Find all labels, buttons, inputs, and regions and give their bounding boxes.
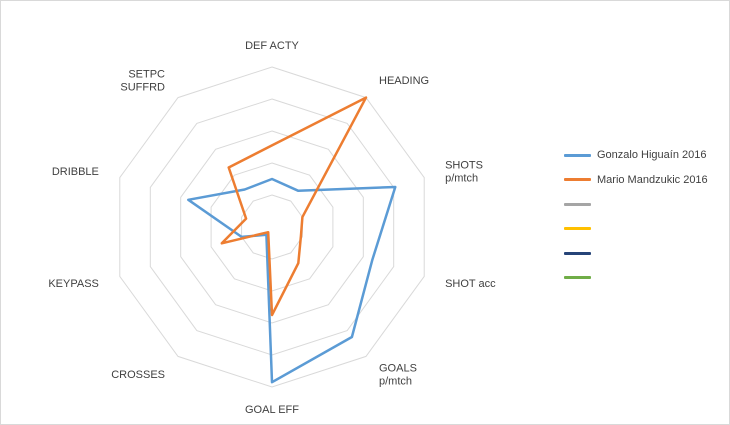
legend-item [564,217,708,242]
axis-label: DRIBBLE [52,166,99,178]
legend: Gonzalo Higuaín 2016 Mario Mandzukic 2016 [564,143,708,290]
legend-swatch [564,251,591,255]
axis-label: SHOTS p/mtch [445,159,483,184]
legend-swatch [564,227,591,231]
axis-label: GOALS p/mtch [379,363,417,388]
axis-label: GOAL EFF [245,404,299,416]
legend-swatch [564,153,591,157]
legend-item [564,192,708,217]
grid-ring [119,66,425,388]
legend-item: Mario Mandzukic 2016 [564,168,708,193]
axis-label: DEF ACTY [245,40,299,52]
series-line-2 [220,96,368,317]
legend-swatch [564,178,591,182]
legend-swatch [564,276,591,280]
axis-label: CROSSES [111,369,165,381]
axis-label: KEYPASS [48,278,99,290]
grid-ring [241,194,303,260]
legend-label: Mario Mandzukic 2016 [597,173,708,186]
legend-swatch [564,202,591,206]
legend-item [564,241,708,266]
legend-label: Gonzalo Higuaín 2016 [597,149,707,162]
series-line-1 [187,177,397,384]
legend-item: Gonzalo Higuaín 2016 [564,143,708,168]
axis-label: SETPC SUFFRD [120,68,165,93]
axis-label: HEADING [379,75,429,87]
axis-label: SHOT acc [445,278,496,290]
grid-ring [180,130,364,324]
legend-item [564,266,708,291]
